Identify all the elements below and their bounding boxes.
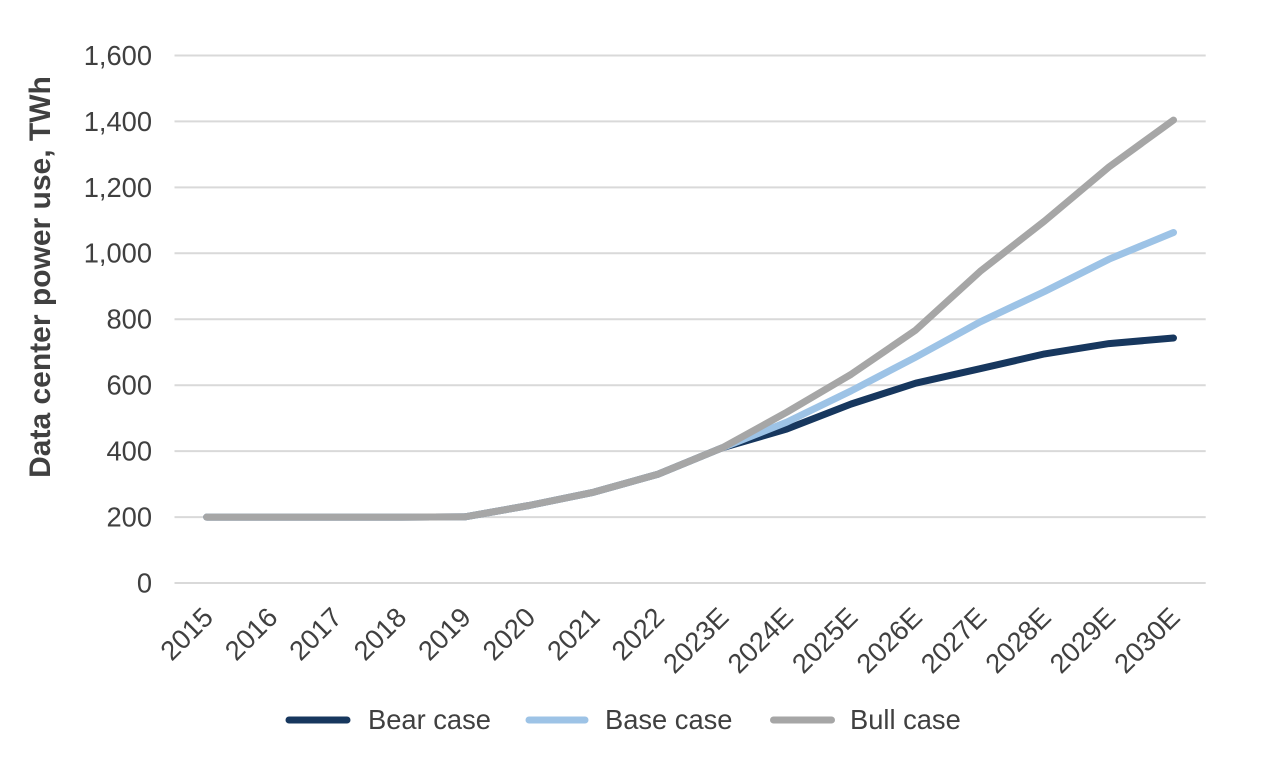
svg-text:200: 200 bbox=[106, 502, 152, 533]
svg-text:1,600: 1,600 bbox=[84, 40, 152, 71]
svg-text:1,200: 1,200 bbox=[84, 172, 152, 203]
svg-text:Data center power use, TWh: Data center power use, TWh bbox=[24, 76, 57, 478]
svg-text:1,400: 1,400 bbox=[84, 106, 152, 137]
svg-text:Bull case: Bull case bbox=[850, 704, 961, 735]
svg-text:1,000: 1,000 bbox=[84, 238, 152, 269]
svg-text:Base case: Base case bbox=[605, 704, 732, 735]
svg-text:0: 0 bbox=[137, 567, 152, 598]
svg-text:800: 800 bbox=[106, 304, 152, 335]
svg-text:600: 600 bbox=[106, 370, 152, 401]
svg-text:Bear case: Bear case bbox=[368, 704, 491, 735]
svg-text:400: 400 bbox=[106, 436, 152, 467]
